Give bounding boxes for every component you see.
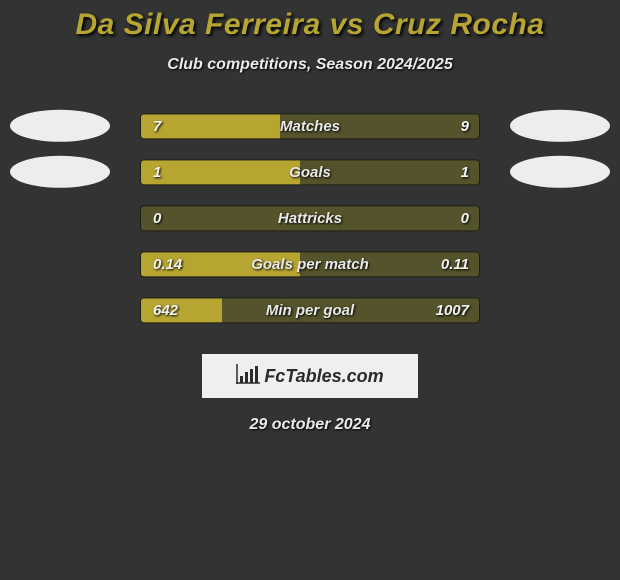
player-badge-right [510,110,610,142]
stat-bar-fill [141,114,280,138]
player-badge-right [510,156,610,188]
stat-value-left: 0 [153,210,161,227]
stat-bar-track: 642 Min per goal 1007 [140,297,480,323]
stat-value-left: 642 [153,302,178,319]
stat-rows: 7 Matches 9 1 Goals 1 0 Hattricks 0 0.14 Goals per… [0,102,620,340]
stat-label: Hattricks [278,210,342,227]
player-badge-left [10,156,110,188]
stat-label: Goals [289,164,331,181]
bar-chart-icon [236,364,260,389]
page-title: Da Silva Ferreira vs Cruz Rocha [0,8,620,42]
player-badge-left [10,110,110,142]
stat-bar-track: 0.14 Goals per match 0.11 [140,251,480,277]
stat-value-right: 0.11 [441,256,469,273]
stat-value-left: 0.14 [153,256,182,273]
stat-label: Min per goal [266,302,354,319]
stat-value-left: 7 [153,118,161,135]
stat-value-right: 9 [461,118,469,135]
date-text: 29 october 2024 [0,416,620,434]
stat-value-right: 1007 [436,302,469,319]
stat-value-left: 1 [153,164,161,181]
stat-row: 642 Min per goal 1007 [0,286,620,340]
logo-text: FcTables.com [264,366,383,387]
stat-value-right: 1 [461,164,469,181]
logo-box[interactable]: FcTables.com [202,354,418,398]
stat-value-right: 0 [461,210,469,227]
stat-bar-fill [141,160,300,184]
stat-label: Goals per match [251,256,369,273]
stat-bar-track: 1 Goals 1 [140,159,480,185]
page-subtitle: Club competitions, Season 2024/2025 [0,56,620,74]
stat-bar-track: 0 Hattricks 0 [140,205,480,231]
stat-bar-track: 7 Matches 9 [140,113,480,139]
comparison-widget: Da Silva Ferreira vs Cruz Rocha Club com… [0,0,620,434]
stat-label: Matches [280,118,340,135]
